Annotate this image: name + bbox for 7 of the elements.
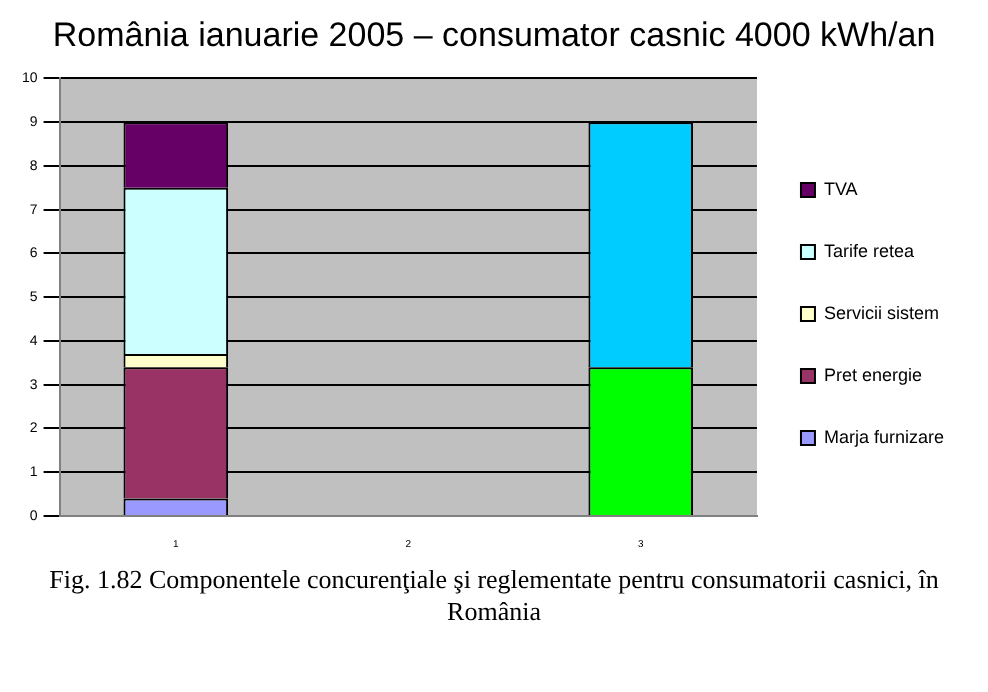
- legend-label: Servicii sistem: [823, 302, 939, 323]
- legend-label: Marja furnizare: [823, 426, 945, 447]
- caption: Fig. 1.82 Componentele concurenţiale şi reglementate pentru consumatorii casnici, în România: [47, 564, 941, 628]
- chart-title: România ianuarie 2005 – consumator casnic 4000 kWh/an: [50, 16, 938, 56]
- legend-label: Tarife retea: [823, 240, 915, 261]
- legend-label: TVA: [823, 178, 858, 199]
- legend-label: Pret energie: [823, 364, 923, 385]
